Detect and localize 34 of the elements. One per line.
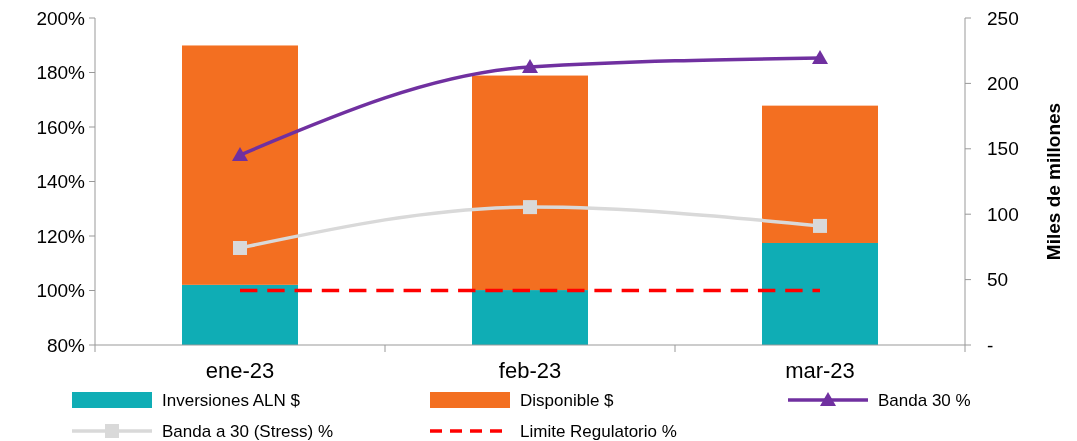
x-tick-label: ene-23 (205, 358, 275, 383)
y-tick-label: 180% (36, 62, 86, 84)
x-tick-label: mar-23 (785, 358, 855, 383)
bar (762, 105, 878, 243)
y-tick-label: 100% (36, 280, 86, 302)
y2-tick-label: 50 (987, 269, 1009, 291)
y-tick-label: 140% (36, 171, 86, 193)
legend-label: Banda a 30 (Stress) % (162, 422, 334, 441)
y2-tick-label: - (987, 334, 994, 356)
bar (472, 290, 588, 345)
bar (182, 45, 298, 285)
y2-axis-title: Miles de millones (1043, 102, 1064, 261)
y2-tick-label: 250 (987, 7, 1019, 29)
y-tick-label: 200% (36, 7, 86, 29)
legend-label: Banda 30 % (878, 391, 971, 410)
point (232, 147, 248, 162)
y2-tick-label: 200 (987, 73, 1019, 95)
legend-label: Limite Regulatorio % (520, 422, 677, 441)
point (233, 240, 247, 255)
point (523, 200, 537, 215)
point (812, 50, 828, 65)
y-tick-label: 160% (36, 116, 86, 138)
point (813, 218, 827, 233)
y2-tick-label: 100 (987, 203, 1019, 225)
point (522, 59, 538, 74)
legend-label: Inversiones ALN $ (162, 391, 301, 410)
legend-label: Disponible $ (520, 391, 615, 410)
y-tick-label: 120% (36, 225, 86, 247)
bar (472, 75, 588, 291)
bar (182, 284, 298, 345)
y-tick-label: 80% (46, 334, 86, 356)
bar (762, 242, 878, 345)
x-tick-label: feb-23 (498, 358, 562, 383)
y2-tick-label: 150 (987, 138, 1019, 160)
